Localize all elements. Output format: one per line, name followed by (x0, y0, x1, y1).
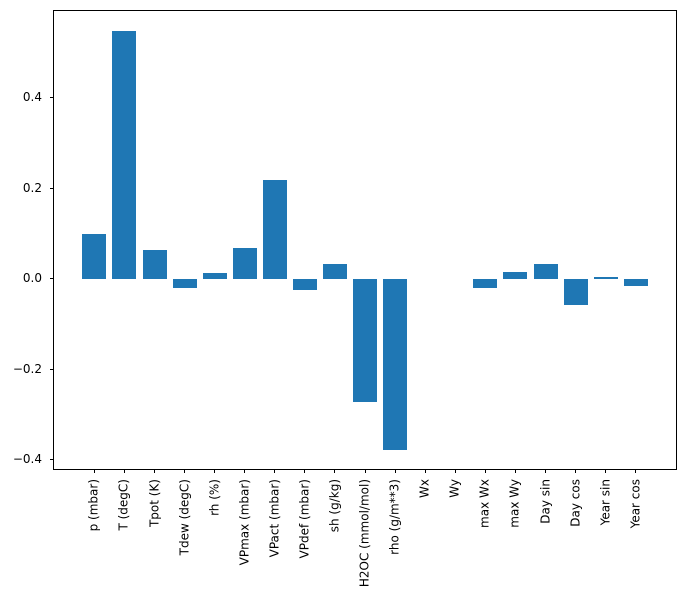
x-tick-label: max Wy (507, 479, 522, 528)
bar (172, 278, 197, 288)
x-tick-mark (93, 469, 95, 473)
bar (232, 247, 257, 279)
bar (353, 278, 377, 402)
bar (262, 179, 287, 279)
x-tick-mark (304, 469, 306, 473)
y-tick-label: 0.0 (22, 271, 42, 286)
x-tick-label: rho (g/m**3) (387, 479, 402, 555)
x-tick-label: VPact (mbar) (267, 479, 282, 558)
x-tick-label: Day cos (568, 479, 582, 527)
x-tick-mark (424, 469, 426, 473)
y-tick-mark (50, 368, 54, 370)
bar (473, 278, 498, 288)
x-tick-label: sh (g/kg) (327, 479, 342, 533)
x-tick-mark (454, 469, 456, 473)
x-tick-label: p (mbar) (86, 479, 101, 532)
x-tick-mark (545, 469, 546, 473)
x-tick-mark (244, 469, 246, 473)
bar (623, 278, 648, 286)
x-tick-mark (514, 469, 516, 473)
x-tick-label: max Wx (477, 479, 492, 528)
x-tick-label: Tdew (degC) (177, 479, 191, 556)
y-tick-label: −0.2 (12, 361, 42, 376)
bar (292, 278, 317, 290)
x-tick-mark (154, 469, 155, 473)
x-tick-mark (364, 469, 366, 473)
x-tick-label: Day sin (538, 479, 552, 524)
x-tick-mark (605, 469, 607, 473)
bar (82, 233, 107, 279)
x-tick-label: Year sin (598, 479, 613, 526)
x-tick-label: Wy (447, 479, 462, 498)
bar (563, 278, 588, 305)
bar (383, 278, 408, 450)
x-tick-label: rh (%) (207, 479, 222, 516)
x-tick-mark (635, 469, 637, 473)
bar (533, 263, 558, 279)
y-tick-mark (50, 459, 54, 460)
y-tick-label: 0.4 (22, 90, 42, 105)
x-tick-mark (274, 469, 276, 473)
bar (112, 30, 137, 279)
x-tick-mark (394, 469, 396, 473)
x-tick-label: VPdef (mbar) (297, 479, 312, 559)
y-tick-label: −0.4 (12, 452, 42, 466)
y-tick-mark (50, 187, 54, 189)
x-tick-label: Year cos (628, 479, 643, 529)
bar (593, 276, 618, 279)
x-tick-mark (575, 469, 576, 473)
y-tick-mark (50, 278, 54, 280)
y-tick-mark (50, 97, 54, 99)
bar (503, 271, 528, 279)
y-tick-label: 0.2 (22, 180, 42, 195)
x-tick-mark (184, 469, 185, 473)
bar (322, 263, 347, 279)
x-tick-label: Wx (417, 479, 432, 498)
bar (202, 272, 227, 279)
plot-area: p (mbar) T (degC) Tpot (K) Tdew (degC) rh (%… (13, 10, 677, 587)
x-tick-mark (484, 469, 486, 473)
x-tick-mark (123, 469, 125, 473)
bar (142, 249, 167, 279)
x-tick-label: VPmax (mbar) (237, 479, 252, 566)
x-tick-label: Tpot (K) (147, 479, 161, 528)
x-tick-label: H2OC (mmol/mol) (357, 479, 372, 588)
x-tick-mark (334, 469, 336, 473)
x-tick-label: T (degC) (116, 479, 131, 531)
x-tick-mark (214, 469, 216, 473)
